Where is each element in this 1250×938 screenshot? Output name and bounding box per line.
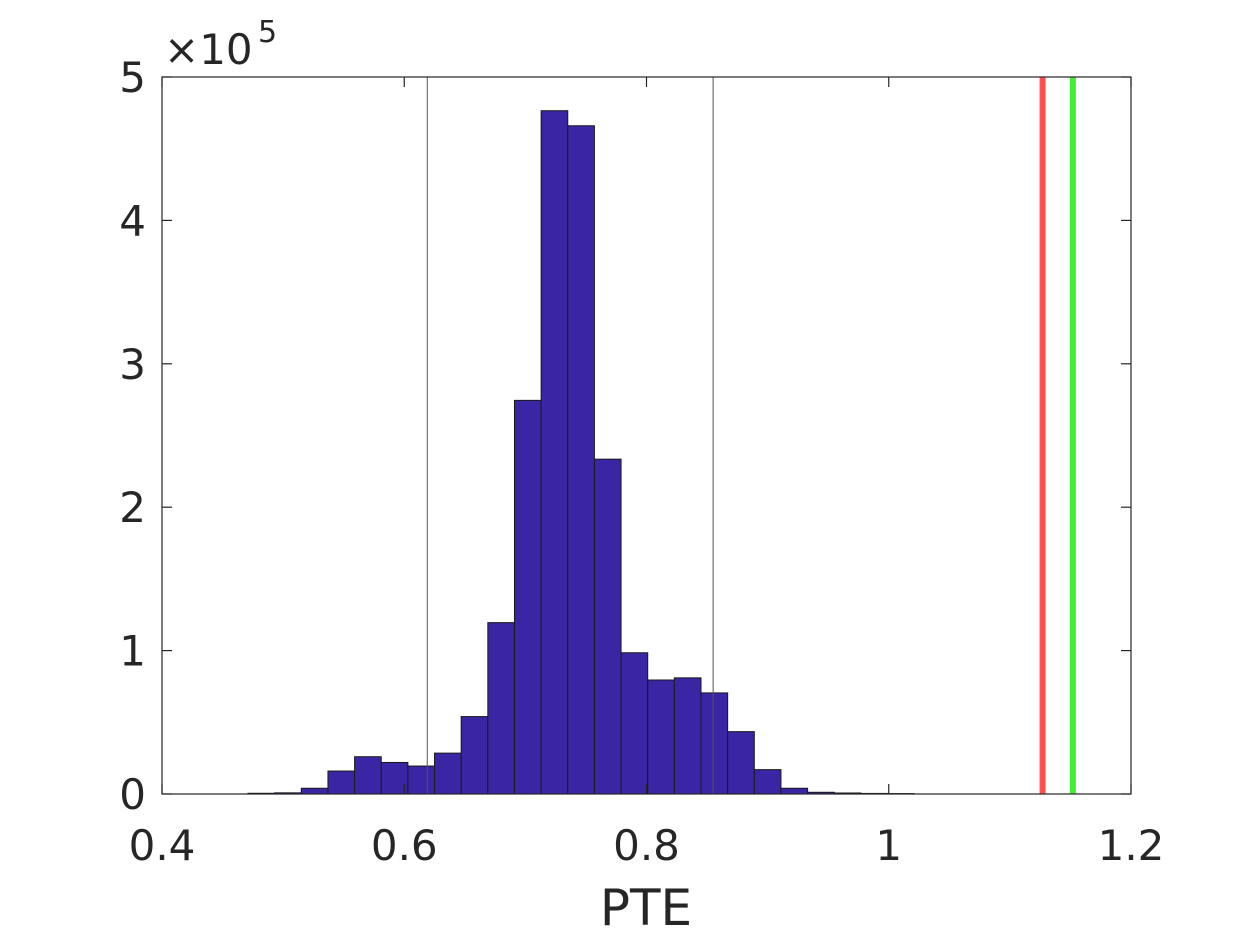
histogram-bar xyxy=(753,769,782,795)
histogram-bar xyxy=(780,787,809,795)
y-tick-label: 5 xyxy=(119,53,146,102)
histogram-bar xyxy=(540,110,569,795)
y-tick-label: 4 xyxy=(119,196,146,245)
x-tick-label: 0.4 xyxy=(129,821,196,870)
y-axis-ticks: 0 1 2 3 4 5 xyxy=(119,53,1131,819)
y-tick-label: 3 xyxy=(119,340,146,389)
histogram-bars xyxy=(247,110,915,795)
histogram-bar xyxy=(620,652,649,795)
y-tick-label: 1 xyxy=(119,627,146,676)
histogram-bar xyxy=(354,756,382,795)
histogram-bar xyxy=(487,622,515,795)
histogram-bar xyxy=(300,787,329,795)
y-multiplier-exponent: 5 xyxy=(258,15,277,50)
histogram-bar xyxy=(727,731,755,795)
y-multiplier-base: ×10 xyxy=(164,25,253,74)
histogram-bar xyxy=(700,692,729,795)
x-tick-label: 0.6 xyxy=(371,821,438,870)
histogram-bar xyxy=(673,677,702,795)
y-multiplier: ×10 5 xyxy=(164,15,277,74)
y-tick-label: 2 xyxy=(119,483,146,532)
histogram-bar xyxy=(407,765,436,795)
x-tick-label: 1.2 xyxy=(1098,821,1165,870)
y-tick-label: 0 xyxy=(119,770,146,819)
reference-lines xyxy=(426,77,1076,794)
x-tick-label: 0.8 xyxy=(613,821,680,870)
histogram-bar xyxy=(567,125,595,795)
histogram-bar xyxy=(647,679,675,795)
histogram-bar xyxy=(327,770,356,795)
x-tick-label: 1 xyxy=(875,821,902,870)
histogram-bar xyxy=(460,716,489,795)
histogram-bar xyxy=(513,399,542,795)
x-axis-label: PTE xyxy=(600,879,692,937)
histogram-bar xyxy=(593,458,622,795)
histogram-bar xyxy=(380,761,409,795)
histogram-bar xyxy=(434,752,462,795)
x-axis-ticks: 0.4 0.6 0.8 1 1.2 xyxy=(129,77,1165,870)
